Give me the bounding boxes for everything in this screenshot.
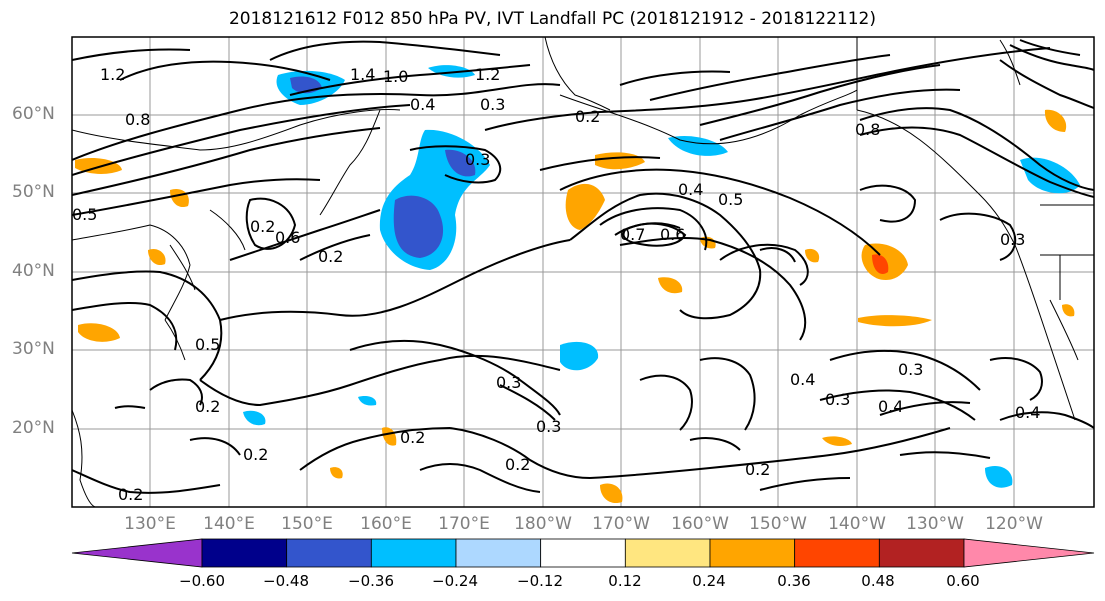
map-frame: [71, 36, 1095, 508]
lat-label-50n: 50°N: [12, 182, 55, 202]
colorbar-tick-label: −0.48: [263, 572, 309, 590]
contour-label: 0.3: [496, 373, 521, 392]
colorbar-tick-label: 0.60: [946, 572, 980, 590]
contour-label: 0.2: [575, 107, 600, 126]
contour-label: 0.6: [660, 225, 685, 244]
contour-label: 1.4: [350, 65, 375, 84]
contour-label: 0.4: [1015, 403, 1040, 422]
colorbar-tick-label: −0.36: [348, 572, 394, 590]
contour-label: 0.6: [275, 228, 300, 247]
colorbar-segment: [370, 538, 457, 568]
lat-label-20n: 20°N: [12, 418, 55, 438]
colorbar-segment: [71, 538, 203, 568]
contour-label: 0.2: [318, 247, 343, 266]
contour-label: 0.4: [878, 397, 903, 416]
colorbar-segment: [963, 538, 1095, 568]
lon-label: 140°W: [828, 514, 886, 534]
colorbar-tick-label: −0.24: [432, 572, 478, 590]
contour-label: 0.2: [505, 455, 530, 474]
colorbar-segment: [878, 538, 965, 568]
contour-label: 0.5: [195, 335, 220, 354]
contour-label: 0.3: [898, 360, 923, 379]
shaded-anomalies: [75, 65, 1080, 504]
lon-label: 150°E: [281, 514, 333, 534]
colorbar-segment: [709, 538, 796, 568]
contour-label: 0.8: [855, 120, 880, 139]
map-panel: 1.2 1.4 1.0 0.4 1.2 0.8 0.3 0.2 0.6 0.5 …: [71, 36, 1095, 508]
map-title: 2018121612 F012 850 hPa PV, IVT Landfall…: [228, 9, 876, 29]
lon-label: 150°W: [749, 514, 807, 534]
colorbar-tick-label: 0.12: [608, 572, 642, 590]
colorbar-segment: [286, 538, 372, 568]
lon-label: 170°W: [592, 514, 650, 534]
contour-label: 0.3: [825, 390, 850, 409]
lon-label: 160°W: [671, 514, 729, 534]
contour-label: 0.2: [118, 485, 143, 504]
colorbar-tick-label: −0.60: [179, 572, 225, 590]
contour-label: 0.8: [125, 110, 150, 129]
contour-label: 1.2: [100, 65, 125, 84]
lon-label: 130°W: [906, 514, 964, 534]
lon-label: 120°W: [985, 514, 1043, 534]
lon-label: 180°W: [514, 514, 572, 534]
lon-label: 170°E: [438, 514, 490, 534]
contour-label: 0.4: [678, 180, 703, 199]
contour-labels: 1.2 1.4 1.0 0.4 1.2 0.8 0.3 0.2 0.6 0.5 …: [72, 65, 1040, 504]
lon-label: 160°E: [360, 514, 412, 534]
contour-label: 0.2: [250, 217, 275, 236]
contour-label: 0.4: [410, 95, 435, 114]
contour-label: 0.2: [400, 428, 425, 447]
colorbar-segment: [794, 538, 880, 568]
lon-label: 130°E: [124, 514, 176, 534]
contour-label: 0.2: [243, 445, 268, 464]
colorbar-segment: [624, 538, 711, 568]
contour-label: 0.3: [465, 150, 490, 169]
contour-label: 0.3: [480, 95, 505, 114]
colorbar-segment: [540, 538, 626, 568]
contour-label: 0.3: [1000, 230, 1025, 249]
lat-label-60n: 60°N: [12, 104, 55, 124]
contour-label: 0.2: [745, 460, 770, 479]
colorbar-segment: [455, 538, 542, 568]
lat-label-30n: 30°N: [12, 339, 55, 359]
contour-label: 0.4: [790, 370, 815, 389]
colorbar-tick-label: 0.48: [861, 572, 895, 590]
pv-contours: [72, 39, 1094, 494]
colorbar-segment: [201, 538, 288, 568]
colorbar-tick-label: −0.12: [517, 572, 563, 590]
lon-label: 140°E: [203, 514, 255, 534]
contour-label: 0.5: [718, 190, 743, 209]
lat-label-40n: 40°N: [12, 261, 55, 281]
contour-label: 0.2: [195, 397, 220, 416]
contour-label: 0.3: [536, 417, 561, 436]
colorbar-tick-label: 0.24: [692, 572, 726, 590]
contour-label: 0.5: [72, 205, 97, 224]
contour-label: 1.2: [475, 65, 500, 84]
colorbar-tick-label: 0.36: [777, 572, 811, 590]
contour-label: 1.0: [383, 67, 408, 86]
contour-label: 0.7: [620, 225, 645, 244]
colorbar: [71, 538, 1095, 568]
